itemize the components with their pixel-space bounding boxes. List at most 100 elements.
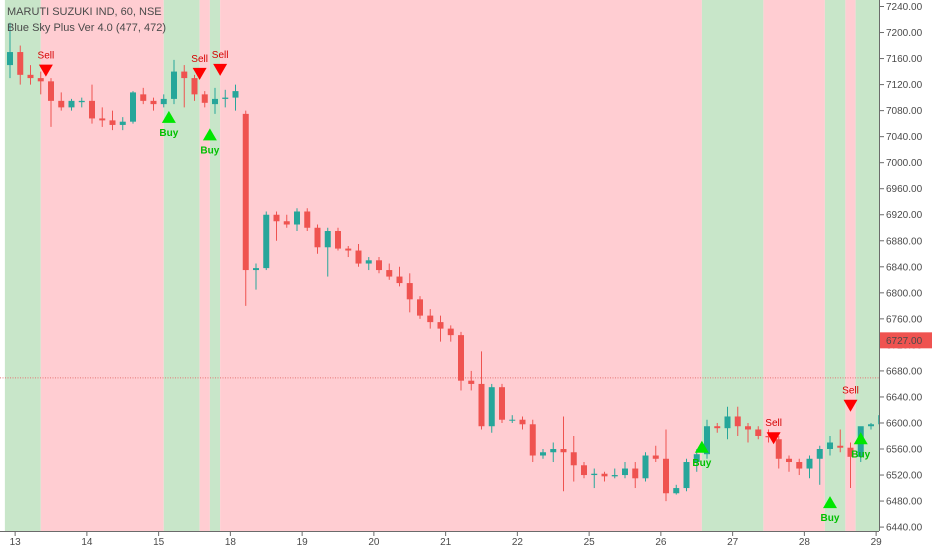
candle xyxy=(109,110,116,131)
candle xyxy=(447,325,454,342)
price-tick-label: 7160.00 xyxy=(886,54,923,65)
candle xyxy=(765,429,772,443)
candle-body xyxy=(652,455,659,459)
candle xyxy=(27,65,34,85)
candle-body xyxy=(222,97,229,99)
candle-body xyxy=(201,94,208,103)
candle-body xyxy=(714,426,721,429)
price-axis-background xyxy=(879,0,932,550)
candle xyxy=(540,449,546,459)
candle xyxy=(119,117,126,131)
candle xyxy=(663,429,669,502)
time-axis[interactable]: 13 14 15 18 19 20 21 22 25 26 27 28 29 xyxy=(10,531,883,548)
candle xyxy=(7,22,13,79)
time-tick-label: 18 xyxy=(225,537,237,548)
candle xyxy=(365,257,372,271)
candle-body xyxy=(478,383,485,427)
candle xyxy=(847,442,854,489)
time-tick-label: 27 xyxy=(727,537,739,548)
candle-body xyxy=(447,328,454,336)
candle xyxy=(652,445,659,463)
candle-body xyxy=(509,419,516,421)
price-tick-label: 6680.00 xyxy=(886,366,923,377)
candle-body xyxy=(17,52,24,75)
candle-body xyxy=(294,211,300,225)
candle xyxy=(17,45,24,85)
candle-body xyxy=(581,465,587,476)
candle-body xyxy=(365,260,372,264)
candle-body xyxy=(458,335,464,381)
time-tick-label: 13 xyxy=(10,537,22,548)
candle-body xyxy=(519,419,526,425)
candle-body xyxy=(150,100,157,105)
candle xyxy=(714,422,721,433)
signal-sell: Sell xyxy=(765,418,782,445)
candle xyxy=(335,227,341,251)
price-tick-label: 6880.00 xyxy=(886,236,923,247)
candle-body xyxy=(324,231,331,248)
candle-body xyxy=(417,299,423,316)
price-tick-label: 6800.00 xyxy=(886,288,923,299)
time-tick-label: 21 xyxy=(440,537,452,548)
signal-buy: Buy xyxy=(200,128,220,156)
price-tick-label: 6480.00 xyxy=(886,497,923,508)
chart-legend: MARUTI SUZUKI IND, 60, NSE Blue Sky Plus… xyxy=(7,6,166,34)
candle xyxy=(755,426,762,440)
candle xyxy=(171,59,177,105)
candle xyxy=(806,455,813,479)
candle-body xyxy=(591,473,598,476)
candle xyxy=(140,87,147,105)
signal-sell: Sell xyxy=(191,54,208,80)
candle xyxy=(355,244,362,267)
price-tick-label: 7240.00 xyxy=(886,2,923,13)
candle xyxy=(58,92,65,111)
candle-body xyxy=(140,94,147,101)
candle xyxy=(478,351,485,430)
candle xyxy=(601,471,608,482)
zone-sell xyxy=(845,0,856,531)
time-tick-label: 26 xyxy=(655,537,667,548)
candle xyxy=(499,383,505,423)
candle xyxy=(570,435,577,482)
zone-sell xyxy=(199,0,210,531)
candle xyxy=(488,383,495,433)
sell-label: Sell xyxy=(765,418,782,429)
buy-arrow-icon xyxy=(694,440,709,453)
price-axis[interactable]: 6440.00 6480.00 6520.00 6560.00 6600.00 6640.… xyxy=(879,2,923,534)
sell-arrow-icon xyxy=(213,63,228,76)
buy-label: Buy xyxy=(692,458,711,469)
zone-sell xyxy=(763,0,825,531)
candle-body xyxy=(304,211,311,228)
candle-body xyxy=(119,121,126,125)
candle xyxy=(78,97,85,108)
price-tick-label: 6520.00 xyxy=(886,471,923,482)
buy-label: Buy xyxy=(159,128,178,139)
candle xyxy=(181,65,188,108)
price-tick-label: 6560.00 xyxy=(886,445,923,456)
candle-body xyxy=(242,113,249,271)
candle-body xyxy=(806,458,813,469)
price-tick-label: 6760.00 xyxy=(886,314,923,325)
candle xyxy=(212,87,218,114)
sell-label: Sell xyxy=(212,50,229,61)
candle-body xyxy=(642,455,649,479)
time-tick-label: 22 xyxy=(512,537,524,548)
candle xyxy=(591,468,598,489)
time-tick-label: 15 xyxy=(153,537,165,548)
signal-buy: Buy xyxy=(851,432,871,460)
last-price-label: 6727.00 xyxy=(886,336,923,347)
candle-body xyxy=(89,100,95,119)
candle xyxy=(560,416,567,492)
sell-label: Sell xyxy=(38,51,55,62)
indicator-title: Blue Sky Plus Ver 4.0 (477, 472) xyxy=(7,22,166,34)
candle-body xyxy=(171,71,177,99)
time-tick-label: 29 xyxy=(871,537,883,548)
candle xyxy=(775,435,782,469)
candle-body xyxy=(437,322,444,329)
candle-body xyxy=(37,78,44,82)
candle-body xyxy=(755,429,762,436)
candle xyxy=(509,415,516,423)
signal-markers: Sell Buy Sell Buy Sell Buy Sell Buy Sell Buy xyxy=(38,50,871,524)
candle-body xyxy=(283,221,290,225)
